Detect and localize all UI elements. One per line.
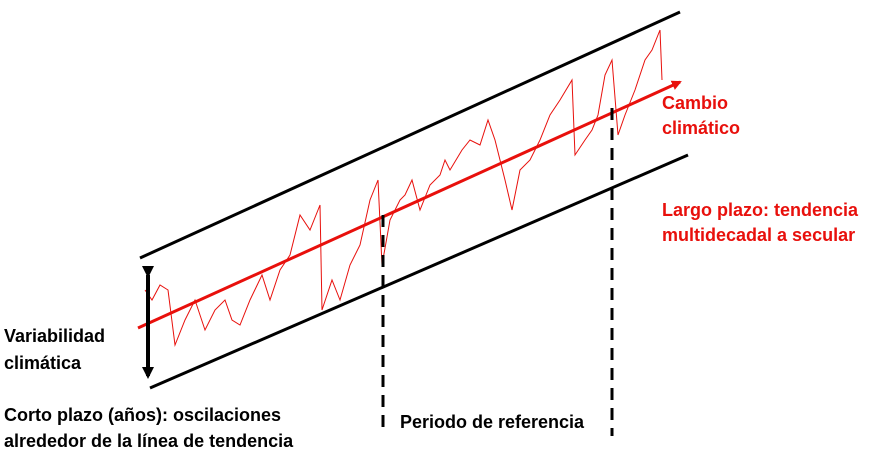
label-line: Corto plazo (años): oscilaciones [4,405,281,425]
trend-arrow [137,80,682,330]
label-line: climático [662,118,740,138]
label-line: Cambio [662,93,728,113]
upper-band [139,10,681,260]
label-line: multidecadal a secular [662,225,855,245]
lower-band [149,153,689,390]
label-line: Variabilidad [4,326,105,346]
label-line: climática [4,353,82,373]
climate-series [144,29,663,347]
label-line: alrededor de la línea de tendencia [4,431,294,451]
label-line: Periodo de referencia [400,412,585,432]
label-line: Largo plazo: tendencia [662,200,859,220]
